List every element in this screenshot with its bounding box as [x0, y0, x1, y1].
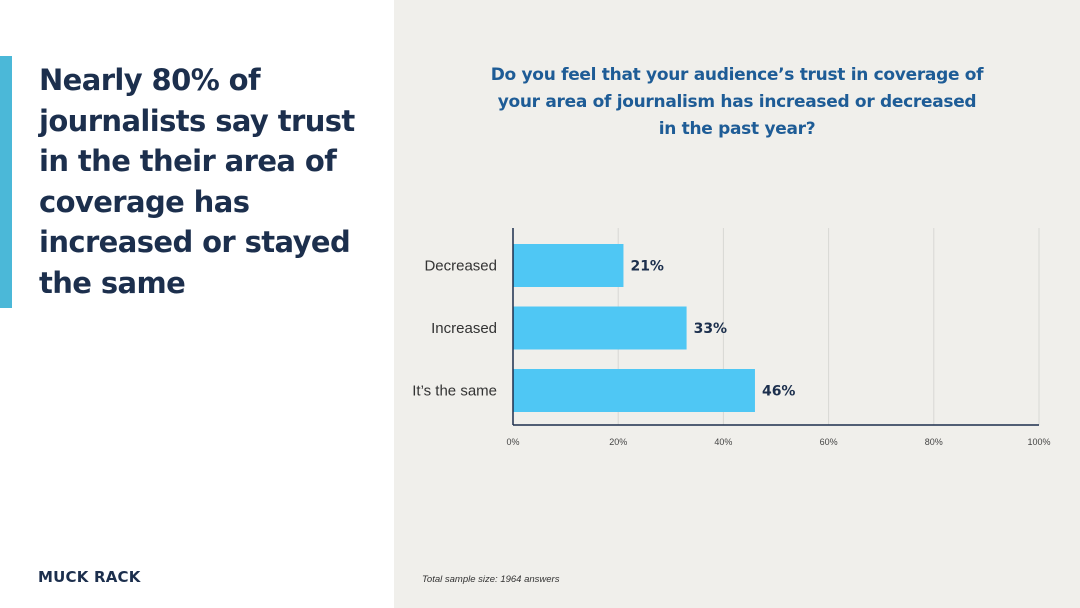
- chart-panel: [394, 0, 1080, 608]
- data-label: 33%: [694, 321, 728, 337]
- sample-size-note: Total sample size: 1964 answers: [422, 574, 560, 585]
- bar: [513, 306, 687, 350]
- x-tick-label: 0%: [506, 437, 519, 447]
- bar: [513, 244, 624, 287]
- x-tick-label: 80%: [925, 437, 943, 447]
- x-tick-label: 40%: [714, 437, 732, 447]
- data-label: 46%: [762, 384, 796, 400]
- x-tick-label: 60%: [820, 437, 838, 447]
- headline: Nearly 80% of journalists say trust in t…: [39, 63, 355, 300]
- x-tick-label: 100%: [1027, 437, 1050, 447]
- chart-title: Do you feel that your audience’s trust i…: [490, 65, 984, 139]
- data-label: 21%: [630, 259, 664, 275]
- category-label: Decreased: [424, 258, 497, 275]
- accent-bar: [0, 56, 12, 308]
- x-tick-label: 20%: [609, 437, 627, 447]
- bar: [513, 369, 755, 412]
- category-label: Increased: [431, 320, 497, 337]
- category-label: It’s the same: [412, 383, 497, 400]
- left-panel: Nearly 80% of journalists say trust in t…: [0, 0, 394, 608]
- bar-chart: Decreased 21% Increased 33% It’s the same 46%…: [412, 228, 1051, 447]
- brand-logo: MUCK RACK: [38, 568, 141, 586]
